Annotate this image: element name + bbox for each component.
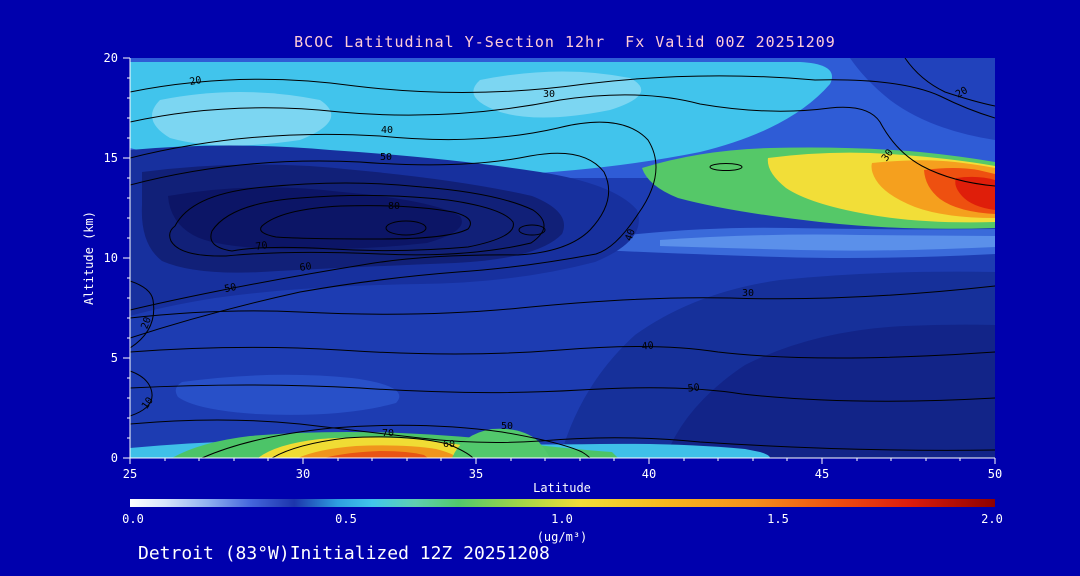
fill-surface-deeporange [324,451,428,458]
fill-lowerright-darker [665,324,995,458]
contour-label: 30 [543,89,555,100]
contour-label: 50 [380,152,392,163]
y-tick-label: 0 [111,451,118,465]
contour-label: 40 [641,340,654,352]
colorbar: 0.0 0.5 1.0 1.5 2.0 (ug/m³) [122,499,1003,544]
contour-label: 50 [223,282,237,295]
contour-label: 20 [954,85,970,100]
fill-cyan-light2 [473,71,642,118]
contour-line [385,220,427,236]
colorbar-tick-label: 0.0 [122,512,144,526]
contour-label: 20 [189,75,203,88]
contour-label: 50 [501,421,513,432]
x-tick-label: 30 [296,467,310,481]
x-tick-label: 45 [815,467,829,481]
x-axis-title: Latitude [533,481,591,495]
y-tick-label: 15 [104,151,118,165]
contour-label: 80 [388,201,400,212]
footer-station: Detroit (83°W) [138,543,290,564]
contour-label: 60 [299,261,312,274]
axes: 25 30 35 40 45 50 20 15 10 5 0 Latitude … [82,51,1002,495]
fill-cyan-light1 [152,92,332,146]
contour-label: 40 [623,228,637,243]
contour-label: 70 [382,428,394,439]
x-tick-label: 40 [642,467,656,481]
filled-contours [130,58,995,458]
footer-text: Detroit (83°W)Initialized 12Z 20251208 [138,543,550,564]
y-major-ticks [123,57,130,459]
contour-label: 30 [742,288,754,299]
contour-line [130,345,995,359]
y-tick-label: 10 [104,251,118,265]
colorbar-tick-label: 1.5 [767,512,789,526]
colorbar-tick-label: 2.0 [981,512,1003,526]
contour-label: 50 [687,382,700,394]
contour-line [169,182,545,257]
contour-line [130,75,995,119]
contour-line [271,436,474,458]
x-major-ticks [129,458,996,464]
x-minor-ticks [164,458,961,461]
contour-line [518,224,546,236]
y-tick-label: 5 [111,351,118,365]
contour-line [201,424,591,458]
x-tick-label: 35 [469,467,483,481]
contour-line [130,121,657,339]
contour-label: 20 [139,316,153,331]
y-minor-ticks [127,77,130,439]
fill-topright-blue [850,58,995,140]
chart-title: BCOC Latitudinal Y-Section 12hr Fx Valid… [294,33,836,51]
colorbar-tick-label: 0.5 [335,512,357,526]
contour-label: 70 [255,240,268,253]
contour-label: 40 [381,125,393,136]
contour-line [130,280,155,349]
y-axis-title: Altitude (km) [82,211,96,305]
contour-line [130,384,995,402]
contour-line [130,370,153,417]
fill-dark-core [168,187,462,250]
contour-label: 60 [443,439,455,450]
fill-streak2 [660,234,995,251]
contour-line [260,205,471,240]
contour-line [130,152,610,311]
contour-line [130,94,995,187]
footer-init: Initialized 12Z 20251208 [290,543,550,564]
contour-lines [130,58,995,458]
x-tick-label: 25 [123,467,137,481]
y-tick-label: 20 [104,51,118,65]
colorbar-gradient [130,499,995,507]
colorbar-units-label: (ug/m³) [537,530,588,544]
contour-line [130,285,995,319]
contour-label-group: 20 30 40 50 80 70 60 50 40 30 20 30 40 5… [139,75,969,450]
contour-line [130,419,995,451]
colorbar-tick-label: 1.0 [551,512,573,526]
contour-line [210,194,514,252]
contour-line [904,58,995,107]
contour-line [709,163,743,171]
x-tick-label: 50 [988,467,1002,481]
